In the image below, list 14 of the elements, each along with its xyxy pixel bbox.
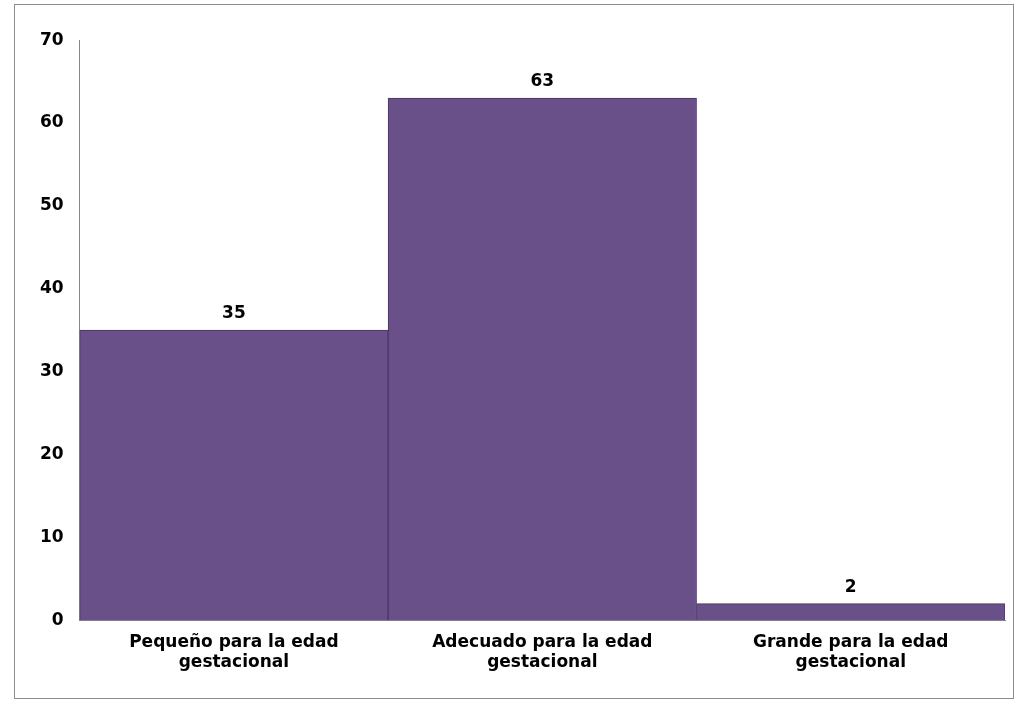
x-tick-label: Pequeño para la edad gestacional [129, 630, 339, 672]
data-label: 2 [844, 575, 857, 596]
data-label: 35 [222, 302, 246, 323]
y-tick-label: 30 [39, 360, 64, 381]
y-tick-label: 50 [39, 194, 64, 215]
y-tick-label: 20 [39, 442, 64, 463]
x-tick-label: Adecuado para la edad gestacional [432, 630, 653, 672]
y-tick-label: 10 [39, 525, 64, 546]
y-tick-label: 70 [39, 28, 64, 49]
y-tick-label: 60 [39, 111, 64, 132]
data-label: 63 [530, 70, 555, 91]
x-tick-label: Grande para la edad gestacional [753, 630, 949, 672]
y-tick-label: 0 [51, 608, 64, 629]
y-tick-label: 40 [39, 277, 64, 298]
